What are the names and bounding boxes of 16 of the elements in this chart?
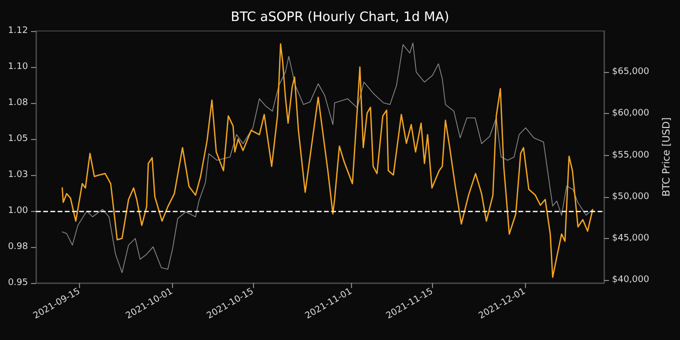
y-tick-label: 0.95 [8, 278, 28, 288]
y-tick-label: 0.98 [8, 242, 28, 252]
y-tick-label: 1.05 [8, 134, 28, 144]
y-tick-label: 1.00 [8, 206, 28, 216]
y2-tick-label: $45,000 [612, 233, 650, 244]
y2-axis-title: BTC Price [USD] [662, 117, 672, 197]
y2-tick-label: $55,000 [612, 150, 650, 160]
y2-tick-label: $60,000 [612, 108, 650, 119]
y-tick-label: 1.10 [8, 62, 28, 72]
y-tick-label: 1.08 [8, 98, 28, 108]
y2-tick-label: $40,000 [612, 275, 650, 286]
chart-title: BTC aSOPR (Hourly Chart, 1d MA) [230, 10, 450, 25]
y2-tick-label: $65,000 [612, 67, 650, 78]
y-tick-label: 1.12 [8, 26, 28, 36]
y2-tick-label: $50,000 [612, 192, 650, 202]
y-tick-label: 1.03 [8, 170, 28, 180]
